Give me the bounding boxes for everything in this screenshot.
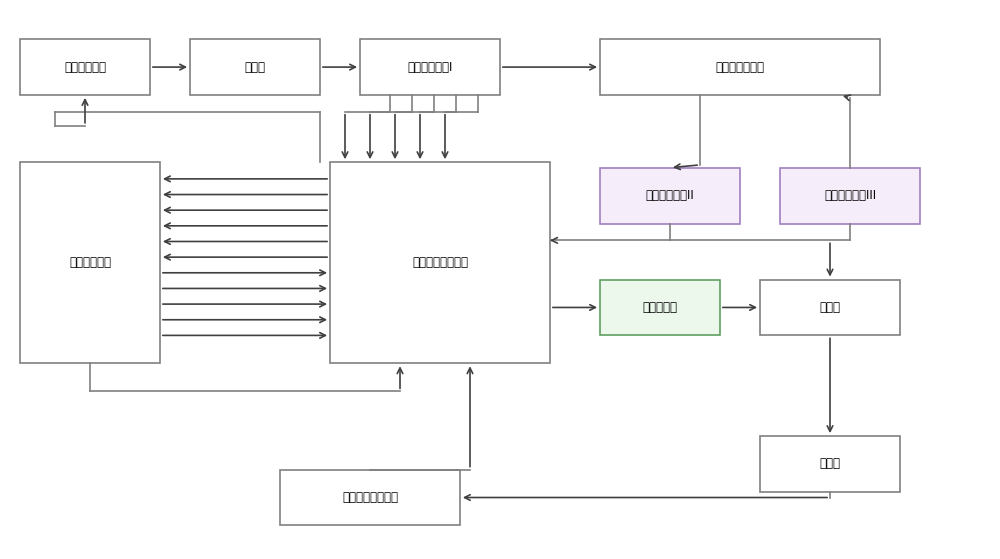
Text: 反馈式微波系统: 反馈式微波系统 [716,60,765,74]
Bar [760,280,900,335]
Text: 数字信号处理系统: 数字信号处理系统 [412,256,468,269]
Text: 磁控管调制器: 磁控管调制器 [64,60,106,74]
Text: 自动剂量控制系统: 自动剂量控制系统 [342,491,398,504]
Text: 磁控管: 磁控管 [244,60,266,74]
Text: 电子枪调制器: 电子枪调制器 [69,256,111,269]
Bar [20,39,150,95]
Bar [20,162,160,363]
Bar [600,168,740,224]
Bar [360,39,500,95]
Text: 微波检测电路II: 微波检测电路II [646,189,694,202]
Bar [190,39,320,95]
Bar [760,436,900,492]
Text: 微波检测电路III: 微波检测电路III [824,189,876,202]
Bar [780,168,920,224]
Bar [330,162,550,363]
Text: 加速管: 加速管 [820,301,841,314]
Bar [280,470,460,525]
Text: 栅控电子枪: 栅控电子枪 [642,301,677,314]
Text: 微波检测电路I: 微波检测电路I [407,60,453,74]
Text: 治疗头: 治疗头 [820,457,841,471]
Bar [600,39,880,95]
Bar [600,280,720,335]
